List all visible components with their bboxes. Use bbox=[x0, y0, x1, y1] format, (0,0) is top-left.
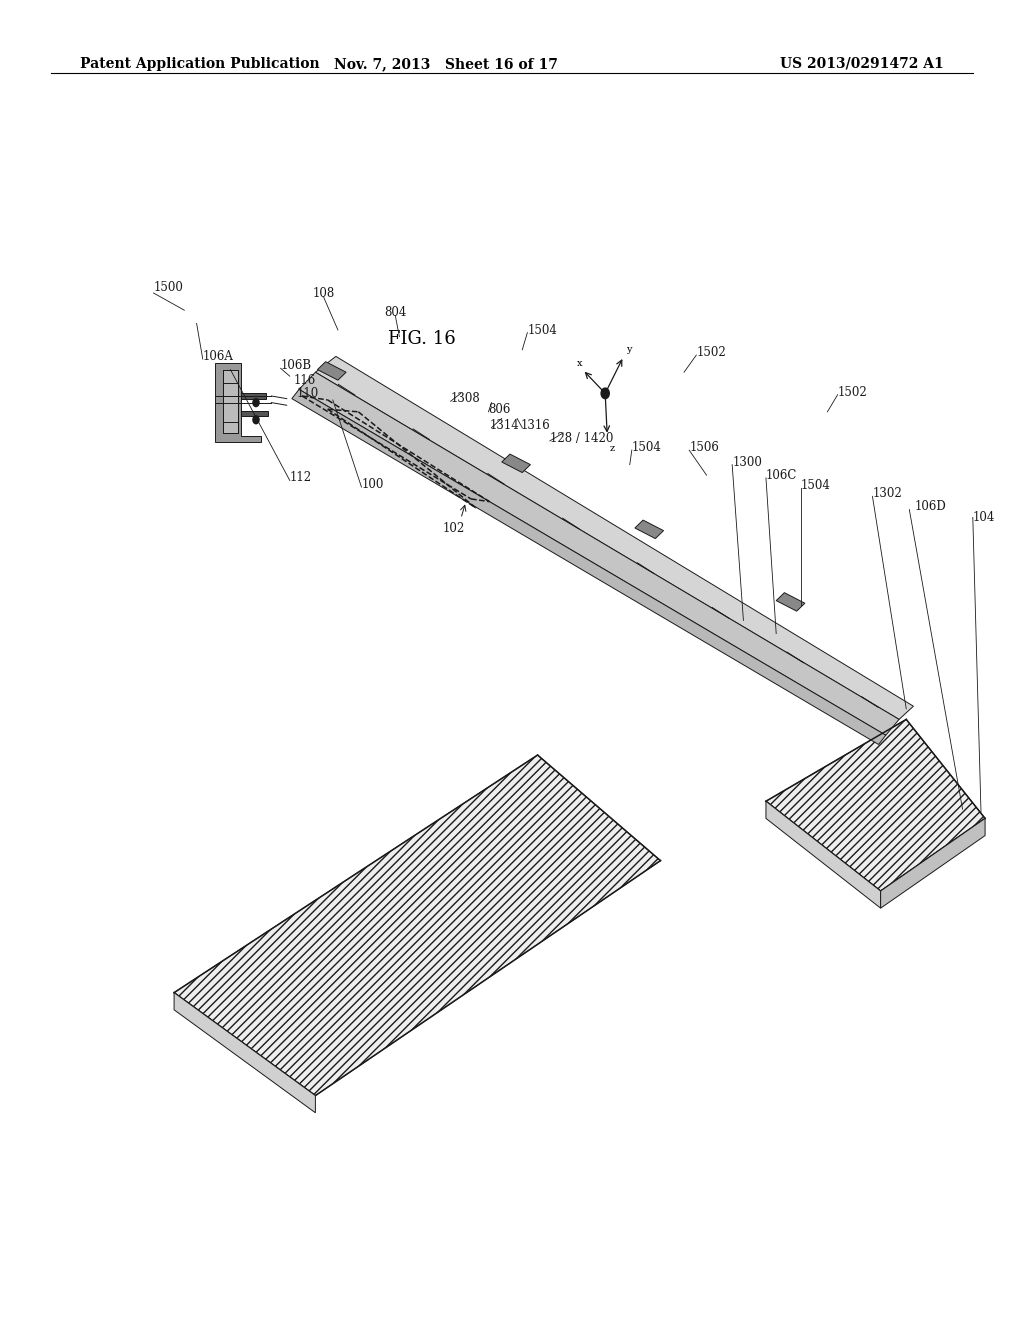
Text: x: x bbox=[577, 359, 582, 368]
Polygon shape bbox=[215, 363, 261, 442]
Text: 116: 116 bbox=[294, 374, 316, 387]
Text: 1504: 1504 bbox=[801, 479, 830, 492]
Text: Nov. 7, 2013   Sheet 16 of 17: Nov. 7, 2013 Sheet 16 of 17 bbox=[334, 57, 557, 71]
Polygon shape bbox=[174, 755, 660, 1096]
Polygon shape bbox=[317, 362, 346, 380]
Text: y: y bbox=[626, 345, 631, 354]
Text: 104: 104 bbox=[973, 511, 995, 524]
Polygon shape bbox=[766, 801, 881, 908]
Polygon shape bbox=[776, 593, 805, 611]
Text: 1300: 1300 bbox=[732, 455, 762, 469]
Text: 1314: 1314 bbox=[489, 418, 519, 432]
Polygon shape bbox=[292, 389, 886, 744]
Polygon shape bbox=[635, 520, 664, 539]
Text: 1302: 1302 bbox=[872, 487, 902, 500]
Circle shape bbox=[253, 399, 259, 407]
Text: FIG. 16: FIG. 16 bbox=[388, 330, 456, 348]
Polygon shape bbox=[315, 356, 913, 719]
Text: z: z bbox=[609, 444, 614, 453]
Text: US 2013/0291472 A1: US 2013/0291472 A1 bbox=[780, 57, 944, 71]
Polygon shape bbox=[174, 993, 315, 1113]
Text: 806: 806 bbox=[488, 403, 511, 416]
Polygon shape bbox=[502, 454, 530, 473]
Circle shape bbox=[601, 388, 609, 399]
Text: 102: 102 bbox=[442, 521, 465, 535]
Text: 106C: 106C bbox=[766, 469, 798, 482]
Text: 100: 100 bbox=[361, 478, 384, 491]
Text: 106D: 106D bbox=[914, 500, 946, 513]
Text: 1504: 1504 bbox=[632, 441, 662, 454]
Text: 804: 804 bbox=[384, 306, 407, 319]
Text: 106A: 106A bbox=[203, 350, 233, 363]
Text: Patent Application Publication: Patent Application Publication bbox=[80, 57, 319, 71]
Polygon shape bbox=[223, 370, 238, 433]
Text: 1316: 1316 bbox=[520, 418, 550, 432]
Text: 106B: 106B bbox=[281, 359, 311, 372]
Text: 1308: 1308 bbox=[451, 392, 480, 405]
Text: 1504: 1504 bbox=[527, 323, 557, 337]
Text: 128 / 1420: 128 / 1420 bbox=[550, 432, 613, 445]
Text: 1502: 1502 bbox=[696, 346, 726, 359]
Text: 112: 112 bbox=[290, 471, 312, 484]
Polygon shape bbox=[241, 411, 268, 416]
Polygon shape bbox=[299, 372, 899, 735]
Text: 110: 110 bbox=[297, 387, 319, 400]
Circle shape bbox=[253, 416, 259, 424]
Polygon shape bbox=[241, 393, 266, 399]
Text: 1502: 1502 bbox=[838, 385, 867, 399]
Text: 1500: 1500 bbox=[154, 281, 183, 294]
Text: 1506: 1506 bbox=[689, 441, 719, 454]
Text: 108: 108 bbox=[312, 286, 335, 300]
Polygon shape bbox=[766, 719, 985, 891]
Polygon shape bbox=[881, 818, 985, 908]
